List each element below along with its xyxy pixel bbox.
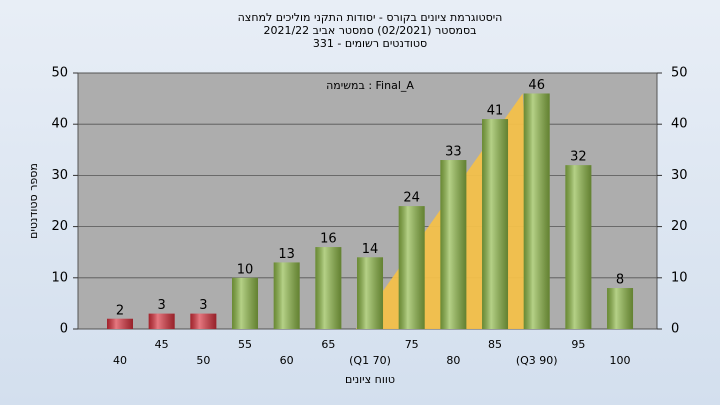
x-tick-label: 65 [321, 338, 335, 351]
value-label: 10 [237, 262, 254, 277]
y2-tick-label: 30 [671, 168, 688, 183]
bar-shade [565, 165, 592, 329]
value-label: 46 [528, 78, 545, 93]
y2-tick-label: 40 [671, 117, 688, 132]
x-tick-label: 85 [488, 338, 502, 351]
x-tick-label: (Q3 90) [516, 354, 558, 367]
x-axis-label: טווח ציונים [345, 373, 395, 386]
x-tick-label: 45 [155, 338, 169, 351]
value-label: 16 [320, 232, 337, 247]
y-tick-label: 20 [51, 219, 68, 234]
y-tick-label: 30 [51, 168, 68, 183]
value-label: 14 [362, 242, 379, 257]
y2-tick-label: 0 [671, 322, 679, 337]
x-tick-label: 95 [571, 338, 585, 351]
y2-tick-label: 20 [671, 219, 688, 234]
title-line: היסטוגרמת ציונים בקורס - יסודות התקני מו… [238, 11, 503, 24]
value-label: 41 [487, 104, 504, 119]
value-label: 3 [199, 298, 207, 313]
bar-shade [523, 93, 550, 329]
y-tick-label: 10 [51, 270, 68, 285]
titles: היסטוגרמת ציונים בקורס - יסודות התקני מו… [238, 11, 503, 50]
bar-shade [357, 257, 384, 329]
y-tick-label: 40 [51, 117, 68, 132]
bar-shade [273, 262, 300, 329]
x-tick-label: 75 [405, 338, 419, 351]
x-tick-label: 80 [446, 354, 460, 367]
value-label: 32 [570, 150, 587, 165]
y-tick-label: 50 [51, 66, 68, 81]
bar-shade [440, 160, 467, 329]
title-line: בסמסטר (02/2021) סמסטר אביב 2021/22 [263, 24, 476, 37]
value-label: 24 [403, 191, 420, 206]
value-label: 33 [445, 145, 462, 160]
value-label: 8 [616, 273, 624, 288]
value-label: 3 [158, 298, 166, 313]
y-axis-label: מספר סטודנטים [27, 163, 40, 239]
x-tick-label: (Q1 70) [349, 354, 391, 367]
annotation: במשימה : Final_A [326, 79, 414, 92]
bar-shade [398, 206, 425, 329]
y-tick-label: 0 [60, 322, 68, 337]
value-label: 13 [278, 247, 295, 262]
bar-shade [190, 313, 217, 329]
y2-tick-label: 50 [671, 66, 688, 81]
bar-shade [148, 313, 175, 329]
x-tick-label: 50 [196, 354, 210, 367]
bar-shade [232, 277, 259, 329]
x-tick-label: 60 [280, 354, 294, 367]
bar-shade [107, 318, 133, 329]
x-tick-label: 100 [610, 354, 631, 367]
bar-shade [607, 288, 634, 329]
y2-tick-label: 10 [671, 270, 688, 285]
x-tick-label: 40 [113, 354, 127, 367]
bar-shade [482, 119, 509, 329]
title-line: סטודנטים רשומים - 331 [313, 37, 427, 50]
bar-shade [315, 247, 342, 329]
value-label: 2 [116, 303, 124, 318]
x-tick-label: 55 [238, 338, 252, 351]
